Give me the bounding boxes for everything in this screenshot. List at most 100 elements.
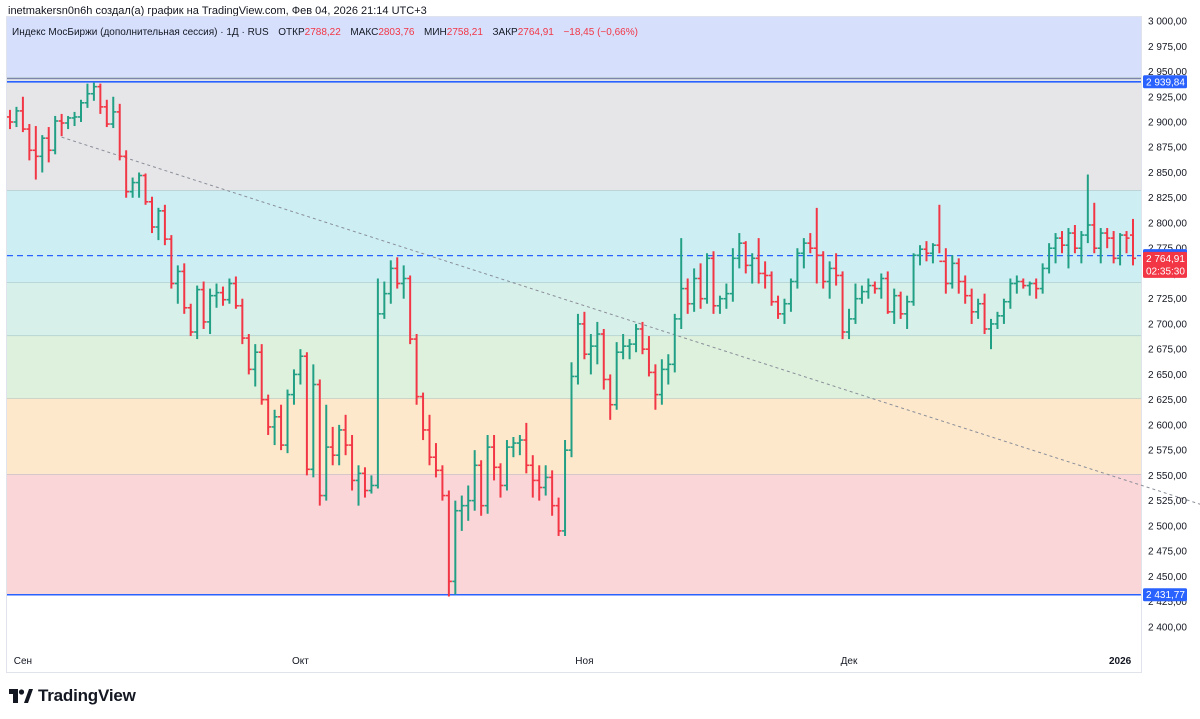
ohlc-bar: [232, 276, 239, 309]
ohlc-bar: [549, 470, 556, 516]
ohlc-bar: [949, 255, 956, 289]
ohlc-bar: [800, 238, 807, 269]
ohlc-bar: [400, 265, 407, 299]
ohlc-bar: [148, 196, 155, 234]
ohlc-bar: [665, 354, 672, 385]
ohlc-bar: [394, 257, 401, 289]
x-tick-label: Ноя: [575, 656, 593, 667]
ohlc-bar: [7, 109, 13, 130]
ohlc-bar: [607, 374, 614, 420]
ohlc-bar: [200, 281, 207, 329]
ohlc-bar: [361, 467, 368, 498]
ohlc-bar: [852, 283, 859, 324]
ohlc-bar: [381, 281, 388, 319]
ohlc-bar: [749, 253, 756, 284]
ohlc-bar: [1065, 228, 1072, 269]
ohlc-bar: [1104, 228, 1111, 249]
ohlc-bar: [1091, 202, 1098, 254]
ohlc-bar: [129, 177, 136, 198]
zone-5: [7, 398, 1141, 475]
ohlc-bar: [1123, 231, 1130, 254]
y-tick-label: 2 875,00: [1148, 143, 1187, 154]
legend-change: −18,45 (−0,66%): [563, 27, 638, 38]
ohlc-bar: [32, 126, 39, 180]
x-tick-label: Окт: [292, 656, 309, 667]
ohlc-bar: [736, 233, 743, 269]
ohlc-bar: [600, 328, 607, 390]
y-tick-label: 2 425,00: [1148, 597, 1187, 608]
zone-6: [7, 474, 1141, 595]
ohlc-bar: [26, 124, 33, 161]
ohlc-bar: [787, 278, 794, 312]
y-tick-label: 2 475,00: [1148, 547, 1187, 558]
ohlc-bar: [1059, 231, 1066, 254]
ohlc-bar: [213, 283, 220, 308]
ohlc-bar: [742, 241, 749, 274]
ohlc-bar: [110, 96, 117, 129]
ohlc-bar: [678, 238, 685, 329]
ohlc-bar: [329, 426, 336, 466]
y-tick-label: 2 675,00: [1148, 345, 1187, 356]
ohlc-bar: [626, 339, 633, 360]
y-tick-label: 2 700,00: [1148, 319, 1187, 330]
ohlc-bar: [13, 106, 20, 128]
ohlc-bar: [716, 295, 723, 314]
ohlc-bar: [465, 485, 472, 521]
y-tick-label: 2 925,00: [1148, 92, 1187, 103]
ohlc-bar: [1046, 243, 1053, 274]
ohlc-bar: [123, 150, 130, 198]
legend-high-label: МАКС: [350, 27, 379, 38]
ohlc-bar: [1084, 174, 1091, 244]
ohlc-bar: [1026, 281, 1033, 296]
ohlc-bar: [691, 268, 698, 312]
ohlc-bar: [942, 248, 949, 294]
ohlc-bar: [278, 404, 285, 451]
ohlc-bar: [142, 173, 149, 205]
ohlc-bar: [349, 434, 356, 491]
tradingview-brand[interactable]: TradingView: [9, 686, 136, 706]
ohlc-bar: [807, 233, 814, 254]
symbol-legend[interactable]: Индекс МосБиржи (дополнительная сессия) …: [12, 27, 638, 38]
legend-open-label: ОТКР: [278, 27, 305, 38]
chart-frame[interactable]: [6, 16, 1142, 673]
ohlc-bar: [633, 323, 640, 353]
legend-close-label: ЗАКР: [492, 27, 518, 38]
ohlc-bar: [536, 465, 543, 501]
ohlc-bar: [904, 295, 911, 329]
ohlc-bar: [529, 455, 536, 498]
ohlc-bar: [652, 364, 659, 410]
ohlc-bar: [445, 490, 452, 597]
ohlc-bar: [168, 235, 175, 289]
legend-high: 2803,76: [378, 27, 415, 38]
ohlc-bar: [1130, 218, 1136, 266]
ohlc-bar: [936, 204, 943, 263]
ohlc-bar: [439, 465, 446, 501]
ohlc-bar: [374, 278, 381, 489]
ohlc-bar: [187, 303, 194, 337]
ohlc-bar: [484, 434, 491, 514]
x-tick-label: Сен: [14, 656, 32, 667]
ohlc-bar: [323, 404, 330, 501]
ohlc-bar: [1117, 233, 1124, 266]
ohlc-bar: [407, 275, 414, 345]
ohlc-bar: [432, 443, 439, 478]
ohlc-bar: [336, 424, 343, 466]
y-tick-label: 2 950,00: [1148, 67, 1187, 78]
ohlc-bar: [671, 313, 678, 373]
ohlc-bar: [710, 251, 717, 314]
ohlc-bar: [471, 450, 478, 511]
zone-0: [7, 17, 1141, 78]
ohlc-bar: [994, 311, 1001, 329]
ohlc-bar: [968, 288, 975, 324]
y-tick-label: 2 625,00: [1148, 395, 1187, 406]
y-tick-label: 2 975,00: [1148, 42, 1187, 53]
ohlc-bar: [775, 295, 782, 319]
ohlc-bar: [310, 364, 317, 478]
level-label-0-bg: [1143, 75, 1187, 89]
ohlc-bar: [478, 460, 485, 516]
ohlc-bar: [316, 379, 323, 506]
ohlc-bar: [645, 336, 652, 377]
last-price-bg: [1143, 251, 1187, 278]
legend-low: 2758,21: [446, 27, 483, 38]
